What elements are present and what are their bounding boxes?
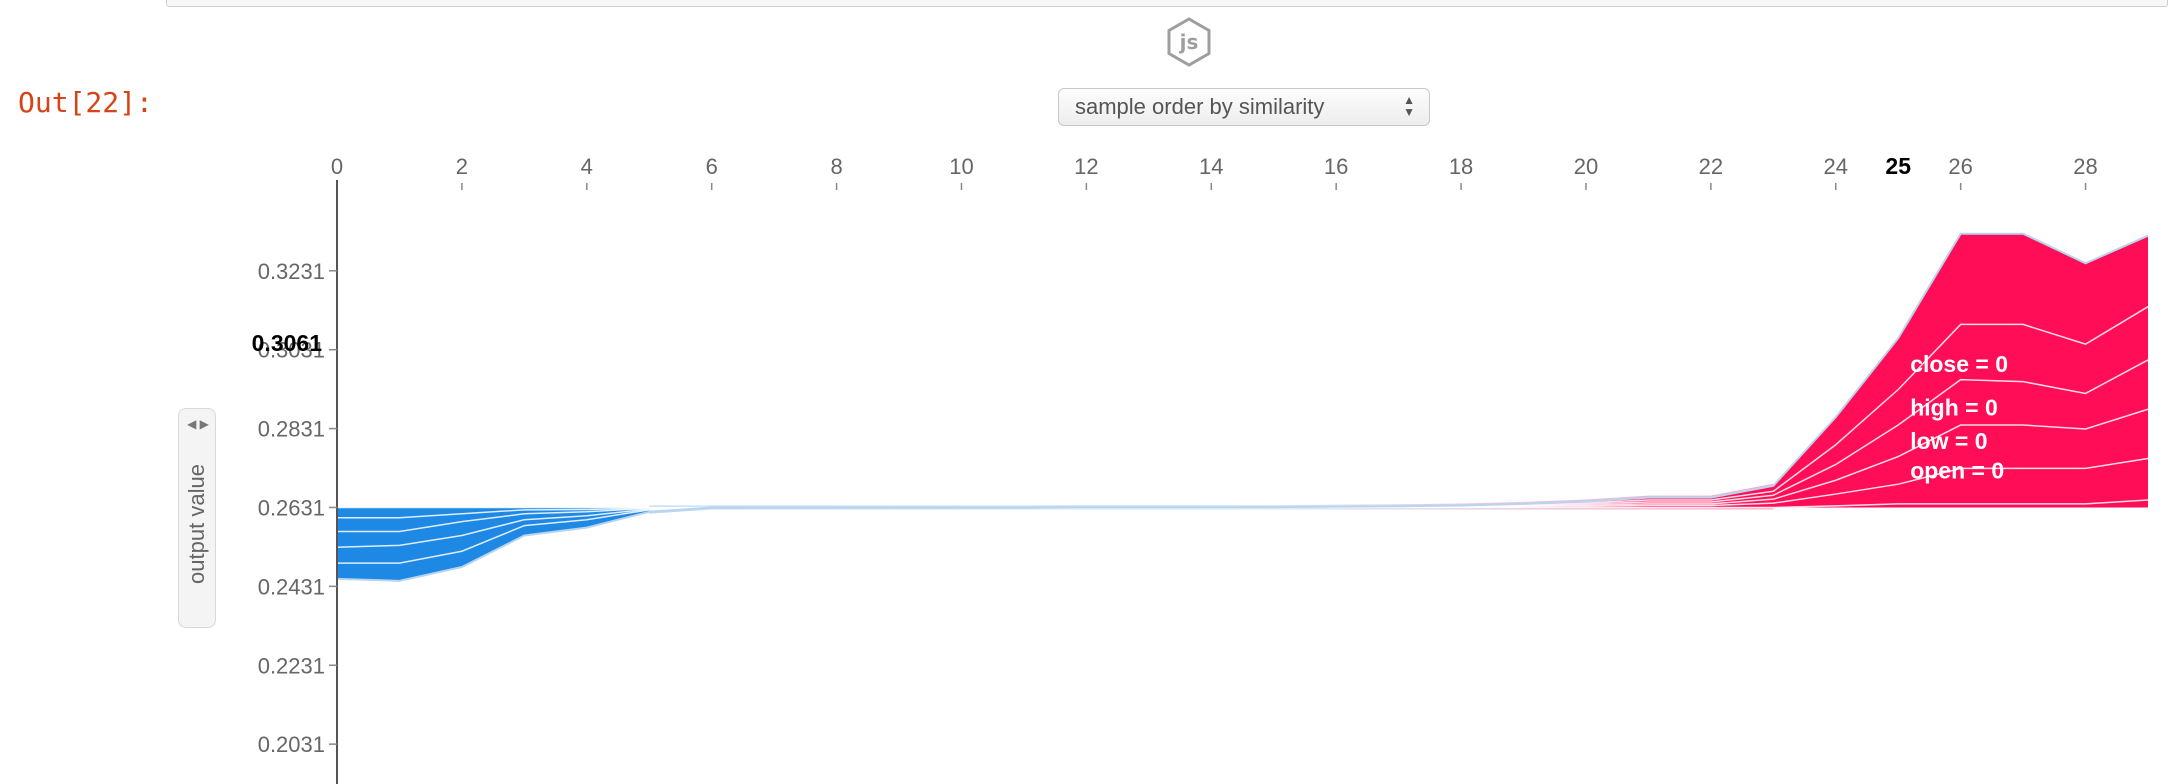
x-highlight-label: 25 xyxy=(1885,153,1911,179)
x-tick-label: 20 xyxy=(1574,154,1598,179)
y-tick-label: 0.3231 xyxy=(258,259,325,284)
y-tick: 0.2031 xyxy=(258,732,337,757)
previous-cell-edge xyxy=(166,0,2168,7)
x-tick-label: 14 xyxy=(1199,154,1223,179)
axes: 0 2 4 6 8 10 12 14 16 18 20 22 24 26 28250.32310.30310… xyxy=(252,153,2098,784)
x-tick-label: 4 xyxy=(581,154,593,179)
x-tick-label: 10 xyxy=(949,154,973,179)
feature-label: close = 0 xyxy=(1910,351,2008,377)
negative-effect-area xyxy=(337,507,712,581)
x-tick: 4 xyxy=(581,154,593,190)
js-badge-text: js xyxy=(1179,30,1199,54)
x-tick-label: 18 xyxy=(1449,154,1473,179)
neutral-effect-area xyxy=(649,483,1774,514)
positive-effect-area xyxy=(1523,233,2148,508)
x-tick-label: 24 xyxy=(1824,154,1848,179)
x-tick-label: 2 xyxy=(456,154,468,179)
y-tick: 0.2431 xyxy=(258,574,337,599)
y-tick: 0.3231 xyxy=(258,259,337,284)
x-tick-label: 16 xyxy=(1324,154,1348,179)
y-tick-label: 0.2431 xyxy=(258,574,325,599)
y-tick: 0.3031 xyxy=(258,338,337,363)
x-tick: 10 xyxy=(949,154,974,190)
feature-label: low = 0 xyxy=(1910,428,1987,454)
js-badge-icon: js xyxy=(1167,17,1211,67)
select-arrows-icon: ▲ ▼ xyxy=(1403,93,1415,119)
y-axis-select[interactable]: ◀ ▶ output value xyxy=(178,408,216,628)
x-tick-label: 8 xyxy=(830,154,842,179)
x-tick-label: 12 xyxy=(1074,154,1098,179)
x-tick: 28 xyxy=(2073,154,2098,190)
y-tick: 0.2231 xyxy=(258,653,337,678)
x-tick: 2 xyxy=(456,154,468,190)
x-tick: 12 xyxy=(1074,154,1099,190)
y-highlight-label: 0.3061 xyxy=(252,330,323,356)
feature-labels: close = 0 high = 0 low = 0 open = 0 xyxy=(1910,351,2008,484)
x-tick-label: 22 xyxy=(1699,154,1723,179)
y-tick-label: 0.2631 xyxy=(258,495,325,520)
sample-order-select[interactable]: sample order by similarity ▲ ▼ xyxy=(1058,88,1430,126)
x-tick: 8 xyxy=(830,154,843,190)
y-tick-label: 0.2231 xyxy=(258,653,325,678)
x-tick: 22 xyxy=(1699,154,1723,190)
y-tick-label: 0.2031 xyxy=(258,732,325,757)
x-tick-label: 6 xyxy=(706,154,718,179)
x-tick: 26 xyxy=(1948,154,1973,190)
output-outline xyxy=(336,232,2149,582)
x-tick: 20 xyxy=(1574,154,1598,190)
left-right-arrows-icon: ◀ ▶ xyxy=(187,417,209,431)
y-tick-label: 0.2831 xyxy=(258,417,325,442)
x-tick-label: 26 xyxy=(1948,154,1972,179)
x-tick-label: 28 xyxy=(2073,154,2097,179)
y-tick-label: 0.3031 xyxy=(258,338,325,363)
x-tick: 6 xyxy=(706,154,718,190)
x-tick: 14 xyxy=(1199,154,1224,190)
x-tick: 16 xyxy=(1324,154,1348,190)
x-tick: 18 xyxy=(1449,154,1473,190)
feature-label: open = 0 xyxy=(1910,457,2004,483)
x-tick-label: 0 xyxy=(331,154,343,179)
y-tick: 0.2831 xyxy=(258,417,337,442)
out-prompt: Out[22]: xyxy=(18,86,153,119)
stacked-areas xyxy=(336,232,2149,582)
x-tick: 24 xyxy=(1824,154,1848,190)
y-tick: 0.2631 xyxy=(258,495,337,520)
feature-label: high = 0 xyxy=(1910,394,1998,420)
sample-order-select-value: sample order by similarity xyxy=(1075,94,1325,119)
